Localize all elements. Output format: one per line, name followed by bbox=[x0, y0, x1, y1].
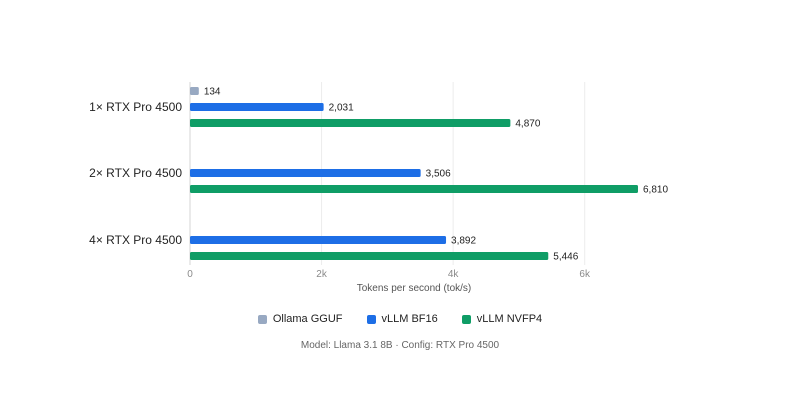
legend-label-ollama-gguf: Ollama GGUF bbox=[272, 313, 343, 325]
bar-chart: 0 2k 4k 6k Tokens per second (tok/s) 1× RTX P… bbox=[89, 82, 668, 294]
data-label-1-1: 3,506 bbox=[426, 169, 451, 180]
bar-2-1 bbox=[190, 236, 447, 244]
bar-0-1 bbox=[190, 103, 324, 111]
data-label-1-2: 6,810 bbox=[643, 185, 668, 196]
legend-swatch-ollama-gguf bbox=[257, 314, 267, 324]
data-label-2-2: 5,446 bbox=[553, 252, 578, 263]
legend-item-vllm-bf16: vLLM BF16 bbox=[366, 313, 438, 325]
category-label-1: 2× RTX Pro 4500 bbox=[89, 166, 182, 180]
legend-label-vllm-nvfp4: vLLM NVFP4 bbox=[476, 313, 543, 325]
chart-caption: Model: Llama 3.1 8B · Config: RTX Pro 45… bbox=[300, 340, 500, 351]
bar-2-2 bbox=[190, 252, 549, 260]
legend-swatch-vllm-nvfp4 bbox=[461, 314, 471, 324]
data-label-0-0: 134 bbox=[204, 87, 221, 98]
x-tick-label-0: 0 bbox=[187, 269, 193, 280]
x-tick-label-3: 6k bbox=[579, 269, 591, 280]
data-label-0-1: 2,031 bbox=[329, 103, 354, 114]
bar-1-1 bbox=[190, 169, 421, 177]
legend-item-ollama-gguf: Ollama GGUF bbox=[257, 313, 343, 325]
data-label-2-1: 3,892 bbox=[451, 236, 476, 247]
x-tick-label-1: 2k bbox=[316, 269, 328, 280]
category-label-2: 4× RTX Pro 4500 bbox=[89, 233, 182, 247]
legend-swatch-vllm-bf16 bbox=[366, 314, 376, 324]
legend: Ollama GGUF vLLM BF16 vLLM NVFP4 bbox=[0, 313, 800, 325]
legend-label-vllm-bf16: vLLM BF16 bbox=[381, 313, 438, 325]
legend-item-vllm-nvfp4: vLLM NVFP4 bbox=[461, 313, 543, 325]
category-label-0: 1× RTX Pro 4500 bbox=[89, 100, 182, 114]
x-axis-title: Tokens per second (tok/s) bbox=[357, 283, 472, 294]
bar-0-0 bbox=[190, 87, 199, 95]
data-label-0-2: 4,870 bbox=[515, 119, 540, 130]
bar-0-2 bbox=[190, 119, 511, 127]
x-tick-label-2: 4k bbox=[448, 269, 460, 280]
bar-1-2 bbox=[190, 185, 638, 193]
